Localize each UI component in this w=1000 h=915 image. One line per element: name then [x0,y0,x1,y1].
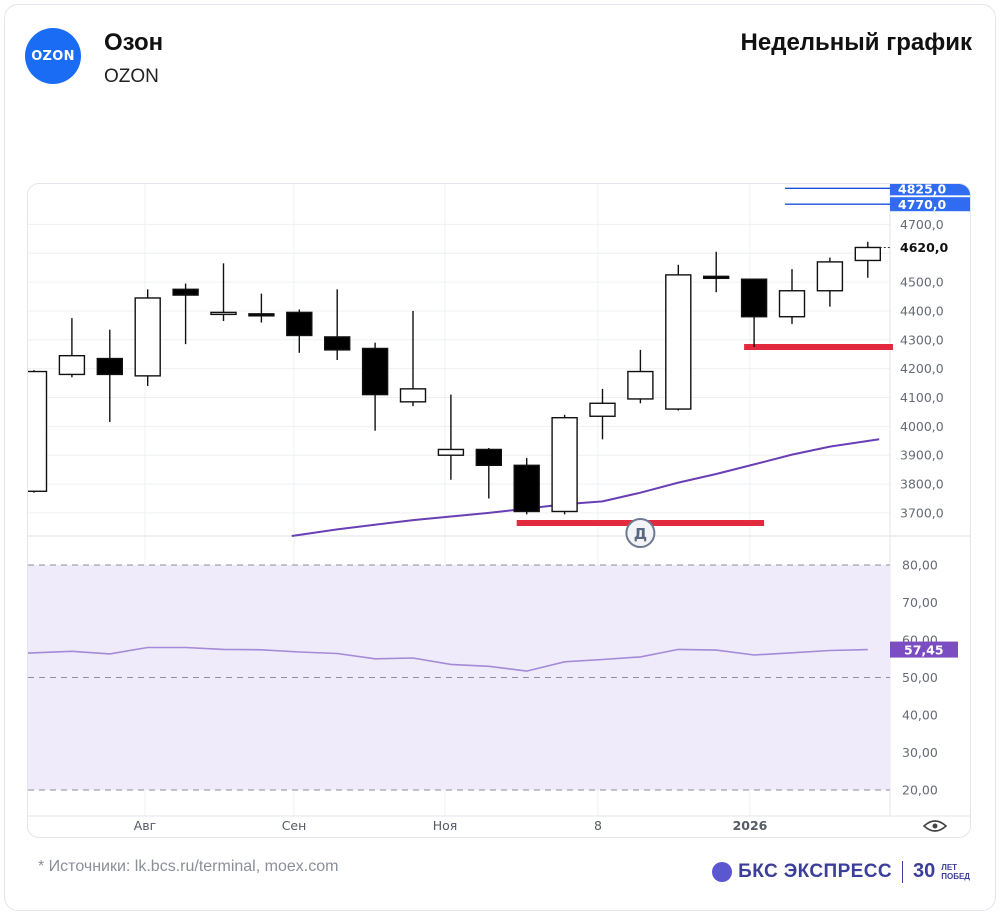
dividend-marker-icon [625,518,656,549]
candle-bearish [513,464,540,513]
candle-bullish [665,274,692,410]
ozon-logo: OZON [25,28,81,84]
candle-bearish [361,347,389,396]
x-tick-label: 8 [594,818,602,833]
ticker-symbol: OZON [104,66,159,87]
price-tick-label: 4300,0 [900,332,944,347]
brand-divider [901,860,903,883]
price-tick-label: 4700,0 [900,217,944,232]
brand-sub-line-1: ЛЕТ [941,862,958,872]
chart-frame: 4825,0 4770,0 3700,0 3800,0 3900,0 4000,0 4100… [27,183,971,838]
candle-bearish [740,278,768,318]
level-price-label: 4770,0 [898,197,947,212]
candle-bullish [589,402,616,417]
rsi-tick-label: 20,00 [902,783,938,798]
candle-bullish [58,354,86,376]
price-tick-label: 3800,0 [900,477,944,492]
level-price-badge [890,184,970,196]
price-tick-label: 4620,0 [900,240,949,255]
candle-bullish [134,297,161,377]
moving-average-line [291,438,880,537]
candle-bearish [248,313,275,317]
candle-bearish [286,311,313,337]
price-tick-label: 4100,0 [900,390,944,405]
rsi-current-label: 57,45 [904,643,944,658]
rsi-line [28,646,868,672]
candle-bullish [816,261,844,292]
price-tick-label: 3700,0 [900,505,944,520]
company-name: Озон [104,29,164,56]
rsi-current-badge [890,641,958,658]
candle-bearish [475,448,502,467]
candle-bullish [210,311,237,316]
candle-bullish [399,388,427,403]
price-tick-label: 4500,0 [900,275,944,290]
candle-bearish [324,336,351,351]
brand-logo: БКС ЭКСПРЕСС 30 ЛЕТ ПОБЕД [712,860,970,883]
rsi-tick-label: 30,00 [902,745,938,760]
brand-sub-line-2: ПОБЕД [941,871,970,881]
candle-bullish [28,370,48,492]
candle-bearish [96,357,124,376]
candle-bullish [551,417,578,513]
price-tick-label: 3900,0 [900,448,944,463]
x-tick-label: Авг [134,818,157,833]
dividend-marker-label: Д [634,525,647,543]
brand-years: 30 [912,860,936,882]
price-tick-label: 4400,0 [900,303,944,318]
brand-name: БКС ЭКСПРЕСС [738,860,892,882]
rsi-tick-label: 70,00 [902,595,938,610]
candle-bullish [627,370,654,400]
rsi-tick-label: 40,00 [902,708,938,723]
eye-icon[interactable] [922,820,948,832]
x-tick-label: Ноя [433,818,458,833]
x-tick-label: Сен [282,818,307,833]
brand-subtitle: ЛЕТ ПОБЕД [941,863,970,881]
candle-bullish [854,246,881,262]
candle-bullish [437,448,465,456]
rsi-tick-label: 80,00 [902,558,938,573]
price-tick-label: 4000,0 [900,419,944,434]
brand-mark-icon [712,861,733,882]
rsi-tick-label: 50,00 [902,670,938,685]
sources-note: * Источники: lk.bcs.ru/terminal, moex.co… [38,858,339,875]
candle-bullish [778,290,806,318]
candle-bearish [172,288,199,296]
level-price-badge [890,197,970,212]
level-price-label: 4825,0 [898,184,947,196]
chart-title: Недельный график [740,29,972,56]
price-tick-label: 4200,0 [900,361,944,376]
x-tick-label: 2026 [733,818,768,833]
candle-bearish [703,275,730,280]
